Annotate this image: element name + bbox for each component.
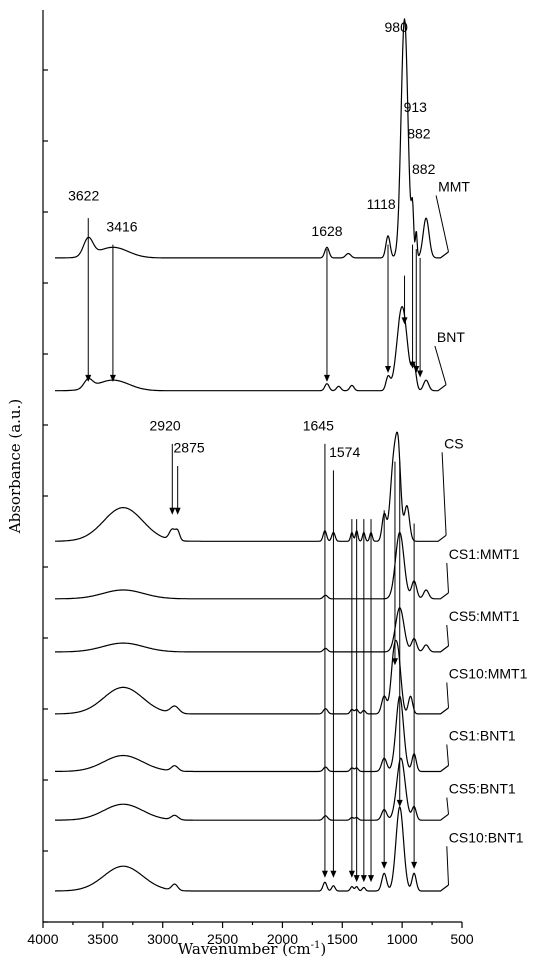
trace-leader (446, 624, 449, 646)
peak-label: 882 (407, 125, 431, 141)
y-axis-ticks (43, 69, 48, 923)
x-axis-ticks: 4000 3500 3000 2500 2000 1500 1000 500 (27, 922, 474, 947)
peak-arrow-head (413, 366, 420, 374)
trace-leader (434, 345, 447, 385)
x-axis-title-sup: -1 (311, 940, 321, 951)
peak-arrow-head (330, 870, 337, 878)
peak-label: 1574 (329, 444, 360, 460)
peak-arrow-head (396, 799, 403, 807)
trace-leader (435, 195, 449, 253)
trace-cs (55, 431, 447, 542)
trace-label: CS10:MMT1 (449, 666, 528, 682)
trace-cs1-bnt1 (55, 695, 449, 773)
x-axis-title-main: Wavenumber (cm (178, 940, 311, 958)
trace-label: CS10:BNT1 (449, 829, 524, 845)
trace-cs10-bnt1 (55, 806, 449, 892)
trace-leader (446, 562, 449, 593)
peak-arrow-head (381, 861, 388, 869)
peak-arrow-head (385, 366, 392, 374)
peak-label: 2875 (174, 440, 205, 456)
peak-label: 1118 (367, 196, 396, 212)
x-tick-label: 1500 (327, 931, 358, 947)
peak-arrow-head (174, 507, 181, 515)
peak-annotations: 980 913 882 882 3622 3416 1118 1628 2920 2875 1645… (68, 19, 435, 460)
x-axis-title-close: ) (320, 940, 326, 958)
x-tick-label: 500 (450, 931, 474, 947)
peak-arrow-head (368, 875, 375, 883)
peak-arrow-head (411, 861, 418, 869)
peak-arrow-head (321, 870, 328, 878)
trace-cs1-mmt1 (55, 531, 449, 600)
x-tick-label: 2500 (207, 931, 238, 947)
trace-cs5-mmt1 (55, 607, 449, 653)
peak-label: 3416 (106, 218, 137, 234)
trace-label: CS1:BNT1 (449, 728, 516, 744)
trace-label: CS (444, 435, 463, 451)
peak-arrow-head (401, 317, 408, 325)
trace-label: CS1:MMT1 (449, 546, 520, 562)
peak-label: 882 (412, 161, 436, 177)
x-tick-label: 3000 (147, 931, 178, 947)
spectra-traces (55, 18, 449, 892)
peak-label: 1628 (311, 223, 342, 239)
x-tick-label: 3500 (87, 931, 118, 947)
trace-cs5-bnt1 (55, 757, 449, 821)
x-axis-title: Wavenumber (cm-1) (178, 940, 326, 958)
peak-label: 3622 (68, 187, 99, 203)
peak-arrow-head (85, 374, 92, 382)
trace-leader (446, 846, 449, 886)
peak-arrow-head (409, 361, 416, 369)
trace-label: CS5:MMT1 (449, 608, 520, 624)
trace-leader (446, 744, 449, 766)
peak-arrow-head (109, 374, 116, 382)
peak-arrow-head (391, 658, 398, 666)
trace-label: MMT (438, 179, 470, 195)
peak-label: 980 (385, 19, 409, 35)
trace-label: BNT (437, 329, 465, 345)
peak-label: 913 (404, 99, 428, 115)
trace-labels: MMT BNT CS CS1:MMT1 CS5:MMT1 CS10:MMT1 CS1:BNT… (437, 179, 528, 846)
x-tick-label: 2000 (267, 931, 298, 947)
peak-label: 2920 (150, 418, 181, 434)
trace-leader (446, 682, 449, 708)
peak-arrow-head (348, 870, 355, 878)
peak-arrow-head (417, 370, 424, 378)
trace-bnt (55, 306, 447, 392)
peak-label: 1645 (303, 418, 334, 434)
trace-label: CS5:BNT1 (449, 781, 516, 797)
axes (42, 10, 462, 923)
trace-mmt (55, 18, 449, 259)
peak-arrow-head (169, 507, 176, 515)
peak-arrow-head (323, 374, 330, 382)
peak-arrow-head (353, 875, 360, 883)
peak-arrow-head (360, 875, 367, 883)
trace-leader (441, 452, 447, 536)
peak-arrows (85, 218, 424, 883)
x-tick-label: 1000 (387, 931, 418, 947)
x-tick-label: 4000 (27, 931, 58, 947)
trace-leader (446, 797, 449, 815)
y-axis-title: Absorbance (a.u.) (6, 399, 24, 534)
trace-cs10-mmt1 (55, 639, 449, 715)
